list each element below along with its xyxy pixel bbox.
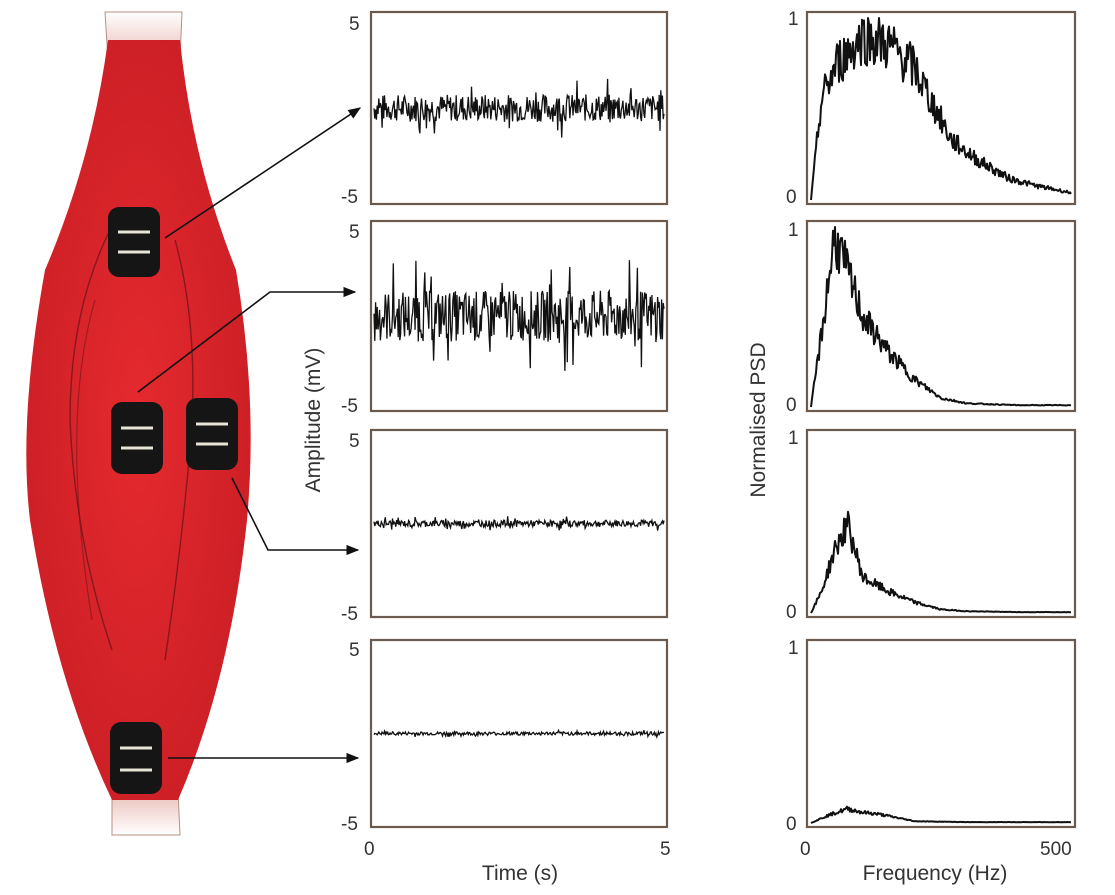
electrode-1 <box>108 207 160 277</box>
psd-panels: 1 0 1 0 1 0 1 0 0 500 Frequency (Hz) Nor… <box>747 9 1077 885</box>
muscle-fiber-line <box>69 214 119 651</box>
emg-panel-1-ytick-bottom: -5 <box>341 187 358 208</box>
emg-xlabel: Time (s) <box>482 862 558 885</box>
emg-panel-3-ytick-bottom: -5 <box>341 604 358 625</box>
psd-panel-2-frame <box>805 219 1077 413</box>
psd-panel-1-frame <box>805 10 1077 206</box>
emg-panel-3-frame <box>369 428 669 619</box>
psd-xlabel: Frequency (Hz) <box>863 862 1008 885</box>
electrode-3 <box>186 398 238 470</box>
psd-panel-3-frame <box>805 428 1077 619</box>
emg-signal-panel-4 <box>373 728 665 739</box>
psd-panel-3-ytick-top: 1 <box>788 428 799 449</box>
muscle-illustration <box>26 11 362 836</box>
psd-xtick-left: 0 <box>800 839 811 860</box>
psd-panel-2-ytick-bottom: 0 <box>786 395 797 416</box>
emg-xtick-right: 5 <box>660 839 671 860</box>
psd-panel-4-ytick-top: 1 <box>788 638 799 659</box>
psd-panel-3-ytick-bottom: 0 <box>786 602 797 623</box>
emg-panel-2-frame <box>369 219 669 413</box>
emg-panels: 5 -5 5 -5 5 -5 5 -5 0 5 Time (s) Amplitu… <box>302 10 671 885</box>
psd-panel-1-ytick-bottom: 0 <box>786 187 797 208</box>
emg-xtick-left: 0 <box>364 839 375 860</box>
arrow-electrode-1 <box>164 107 362 239</box>
psd-traces <box>810 17 1072 824</box>
muscle-fiber-line <box>76 299 96 621</box>
emg-panel-1-frame <box>369 10 669 206</box>
emg-panel-2-ytick-top: 5 <box>349 222 360 243</box>
emg-panel-4-ytick-bottom: -5 <box>341 814 358 835</box>
emg-panel-4-frame <box>369 638 669 829</box>
psd-panel-4-ytick-bottom: 0 <box>786 814 797 835</box>
psd-panel-1-ytick-top: 1 <box>788 9 799 30</box>
emg-panel-2-ytick-bottom: -5 <box>341 396 358 417</box>
emg-panel-1-ytick-top: 5 <box>349 14 360 35</box>
psd-curve-panel-2 <box>810 226 1072 408</box>
psd-curve-panel-1 <box>810 17 1072 201</box>
emg-signal-panel-2 <box>373 260 665 371</box>
emg-signal-panel-3 <box>373 516 665 531</box>
psd-xtick-right: 500 <box>1040 839 1072 860</box>
psd-panel-4-frame <box>805 638 1077 829</box>
emg-panel-3-ytick-top: 5 <box>349 431 360 452</box>
psd-curve-panel-4 <box>810 805 1072 824</box>
electrode-2 <box>111 402 163 474</box>
emg-signal-panel-1 <box>373 78 665 138</box>
psd-ylabel: Normalised PSD <box>747 342 770 497</box>
psd-curve-panel-3 <box>810 510 1072 614</box>
electrode-4 <box>110 722 162 794</box>
emg-traces <box>373 78 665 739</box>
arrow-electrode-2 <box>137 286 357 393</box>
emg-ylabel: Amplitude (mV) <box>302 348 325 493</box>
arrow-electrode-3 <box>231 477 360 556</box>
emg-panel-4-ytick-top: 5 <box>349 640 360 661</box>
psd-panel-2-ytick-top: 1 <box>788 220 799 241</box>
